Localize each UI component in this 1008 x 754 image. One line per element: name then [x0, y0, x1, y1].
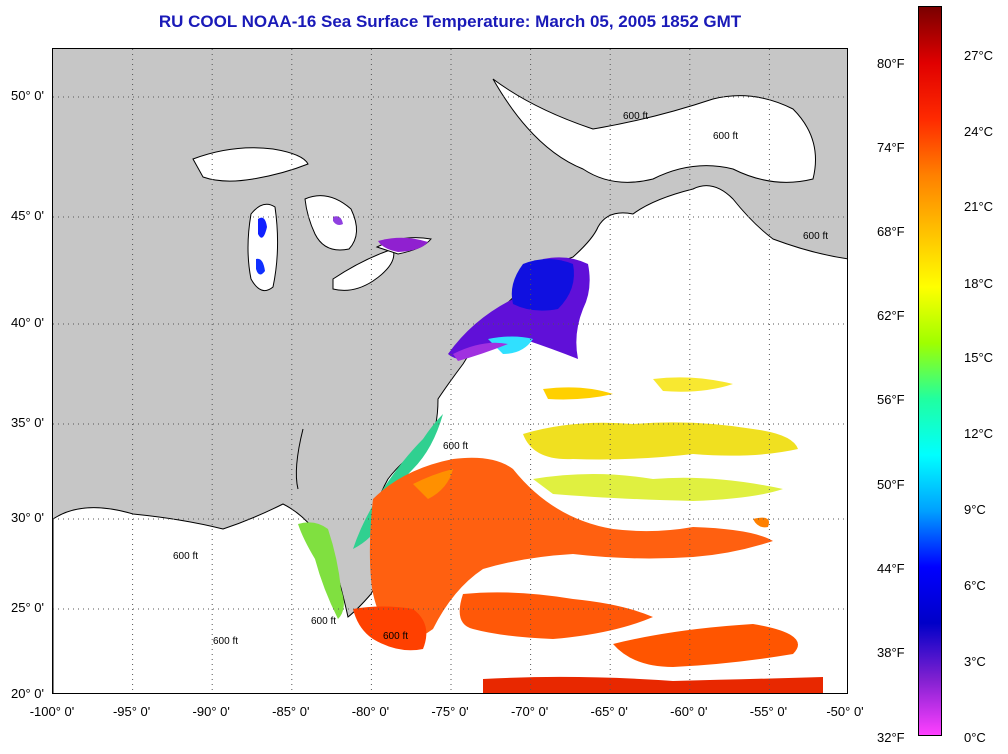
longitude-label: -70° 0' — [510, 704, 549, 719]
latitude-label: 25° 0' — [11, 600, 44, 615]
sst-patches — [256, 216, 823, 693]
map-title: RU COOL NOAA-16 Sea Surface Temperature:… — [158, 12, 742, 31]
celsius-label: 3°C — [964, 654, 986, 669]
fahrenheit-label: 80°F — [877, 56, 905, 71]
longitude-label: -75° 0' — [431, 704, 469, 719]
isobath-labels: 600 ft 600 ft 600 ft 600 ft 600 ft 600 ft 600 … — [173, 111, 828, 647]
latitude-label: 45° 0' — [11, 208, 44, 223]
fahrenheit-label: 62°F — [877, 308, 905, 323]
isobath-label: 600 ft — [623, 111, 648, 122]
isobath-label: 600 ft — [443, 441, 468, 452]
fahrenheit-label: 56°F — [877, 392, 905, 407]
latitude-label: 30° 0' — [11, 510, 44, 525]
latitude-label: 50° 0' — [11, 88, 44, 103]
celsius-label: 0°C — [964, 730, 986, 745]
celsius-label: 15°C — [964, 350, 994, 365]
celsius-label: 21°C — [964, 199, 994, 214]
latitude-label: 20° 0' — [11, 686, 44, 701]
isobath-label: 600 ft — [803, 231, 828, 242]
isobath-label: 600 ft — [213, 636, 238, 647]
fahrenheit-label: 38°F — [877, 645, 905, 660]
longitude-label: -90° 0' — [192, 704, 230, 719]
fahrenheit-label: 68°F — [877, 224, 905, 239]
great-lakes — [192, 147, 432, 292]
longitude-label: -60° 0' — [670, 704, 708, 719]
isobath-label: 600 ft — [173, 551, 198, 562]
longitude-label: -65° 0' — [590, 704, 628, 719]
longitude-label: -55° 0' — [749, 704, 788, 719]
temperature-colorbar — [918, 6, 942, 736]
celsius-label: 18°C — [964, 276, 994, 291]
fahrenheit-label: 74°F — [877, 140, 905, 155]
latitude-label: 40° 0' — [11, 315, 44, 330]
celsius-label: 9°C — [964, 502, 986, 517]
isobath-label: 600 ft — [311, 616, 336, 627]
isobath-label: 600 ft — [713, 131, 738, 142]
celsius-label: 24°C — [964, 124, 994, 139]
longitude-label: -100° 0' — [29, 704, 75, 719]
longitude-label: -85° 0' — [272, 704, 310, 719]
longitude-label: -50° 0' — [826, 704, 864, 719]
fahrenheit-label: 50°F — [877, 477, 905, 492]
ocean-water — [53, 78, 847, 693]
map-canvas: 600 ft 600 ft 600 ft 600 ft 600 ft 600 ft 600 … — [53, 49, 847, 693]
longitude-label: -80° 0' — [351, 704, 390, 719]
celsius-label: 27°C — [964, 48, 994, 63]
celsius-label: 6°C — [964, 578, 986, 593]
sst-map: 600 ft 600 ft 600 ft 600 ft 600 ft 600 ft 600 … — [52, 48, 848, 694]
latitude-label: 35° 0' — [11, 415, 44, 430]
longitude-label: -95° 0' — [112, 704, 151, 719]
isobath-label: 600 ft — [383, 631, 408, 642]
fahrenheit-label: 32°F — [877, 730, 905, 745]
celsius-label: 12°C — [964, 426, 994, 441]
fahrenheit-label: 44°F — [877, 561, 905, 576]
